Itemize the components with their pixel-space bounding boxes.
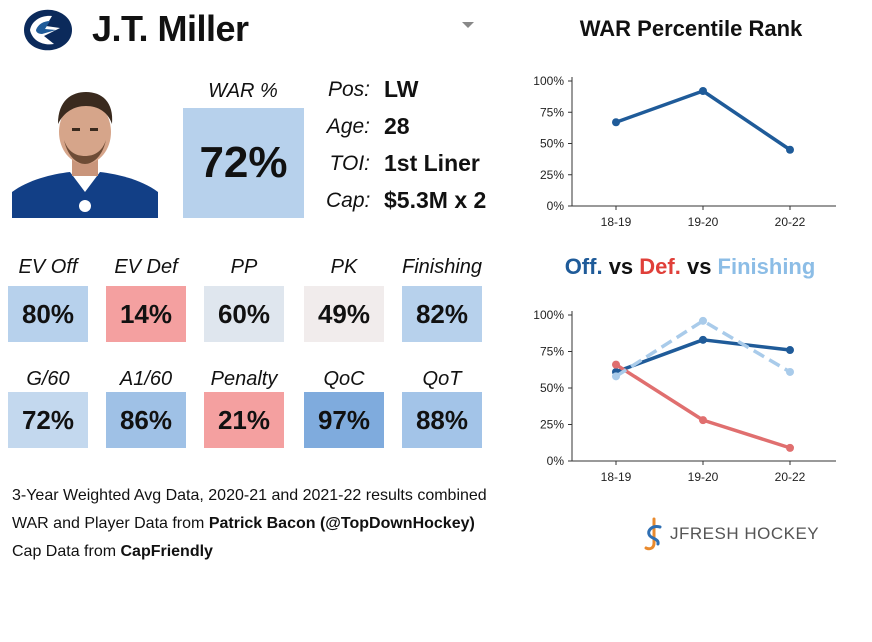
chart2-series-line-finishing [615,319,791,378]
war-label: WAR % [208,80,278,102]
chart2-x-tick-label: 19-20 [688,470,719,484]
stat-label-penalty: Penalty [210,368,278,390]
off-def-finishing-chart: 0% 25% 50% 75% 100% 18-19 19-20 20-22 [533,308,836,484]
chart2-point-def [699,416,707,425]
footer-line-3-prefix: Cap Data from [12,543,121,560]
chart2-point-finishing [612,372,620,381]
stat-value-a160: 86% [119,404,173,435]
stat-label-ev-off: EV Off [18,256,78,278]
stat-box-finishing: 82% [402,286,482,342]
chart1-title: WAR Percentile Rank [579,16,803,41]
chart2-title-def: Def. [639,254,681,279]
info-value-toi: 1st Liner [384,150,480,176]
chart1-x-tick-label: 18-19 [601,215,632,229]
stat-label-pp: PP [230,256,258,278]
war-value: 72% [199,138,288,187]
stat-value-finishing: 82% [415,298,469,329]
chart2-series-line-def [615,363,791,450]
chart2-title-vs1: vs [602,254,640,279]
chart1-x-tick-label: 20-22 [775,215,806,229]
chart1-y-tick-label: 50% [540,137,564,151]
stat-box-pk: 49% [304,286,384,342]
chart1-x-tick-label: 19-20 [688,215,719,229]
stat-label-qoc: QoC [323,368,365,390]
chart2-title: Off. vs Def. vs Finishing [520,254,860,280]
stat-value-qoc: 97% [317,404,371,435]
stat-box-pp: 60% [204,286,284,342]
chart2-y-tick-label: 100% [533,308,564,322]
player-name: J.T. Miller [92,8,249,49]
stat-label-pk: PK [330,256,358,278]
chart2-title-vs2: vs [680,254,718,279]
dropdown-caret-icon[interactable] [462,22,474,28]
chart2-x-tick-label: 20-22 [775,470,806,484]
stat-box-g60: 72% [8,392,88,448]
chart1-series-line-war [615,89,791,152]
chart2-y-tick-label: 75% [540,345,564,359]
stat-value-pk: 49% [317,298,371,329]
stat-value-g60: 72% [21,404,75,435]
chart2-x-tick-label: 18-19 [601,470,632,484]
info-label-cap: Cap: [326,189,371,212]
jfresh-logo-icon [644,517,662,551]
stat-label-finishing: Finishing [402,256,483,278]
chart2-title-finishing: Finishing [717,254,816,279]
stat-label-qot: QoT [422,368,462,390]
stat-value-qot: 88% [415,404,469,435]
canucks-logo [20,6,74,52]
chart2-point-finishing [699,316,707,325]
chart2-y-tick-label: 50% [540,381,564,395]
chart1-point-war [699,87,707,95]
war-percentile-chart: 0% 25% 50% 75% 100% 18-19 19-20 20-22 [533,74,836,229]
stat-box-penalty: 21% [204,392,284,448]
stat-label-ev-def: EV Def [114,256,178,278]
chart1-point-war [786,145,794,154]
stat-label-g60: G/60 [26,368,70,390]
info-value-pos: LW [384,76,419,102]
footer-line-3: Cap Data from CapFriendly [12,543,213,561]
chart1-y-tick-label: 100% [533,74,564,88]
chart2-title-off: Off. [564,254,603,279]
chart2-point-def [612,360,620,369]
info-label-toi: TOI: [329,152,370,175]
stat-value-ev-off: 80% [21,298,75,329]
footer-line-2: WAR and Player Data from Patrick Bacon (… [12,515,475,533]
brand-text: JFRESH HOCKEY [670,524,820,543]
player-photo [12,80,158,218]
footer-line-1: 3-Year Weighted Avg Data, 2020-21 and 20… [12,487,487,504]
stat-box-a160: 86% [106,392,186,448]
chart2-point-finishing [786,367,794,376]
info-value-age: 28 [384,113,410,139]
chart2-point-off [786,346,794,355]
stat-label-a160: A1/60 [119,368,173,390]
brand: JFRESH HOCKEY [642,517,819,551]
chart2-y-tick-label: 0% [547,454,565,468]
stat-box-qot: 88% [402,392,482,448]
footer-line-2-prefix: WAR and Player Data from [12,515,209,532]
chart1-y-tick-label: 25% [540,168,564,182]
info-value-cap: $5.3M x 2 [384,187,487,213]
chart1-y-tick-label: 0% [547,199,565,213]
stat-box-ev-def: 14% [106,286,186,342]
chart1-point-war [612,118,620,127]
war-value-box: 72% [183,108,304,218]
stat-value-ev-def: 14% [119,298,173,329]
chart2-point-def [786,443,794,452]
info-label-pos: Pos: [327,78,370,101]
stat-box-ev-off: 80% [8,286,88,342]
stat-box-qoc: 97% [304,392,384,448]
chart1-y-tick-label: 75% [540,105,564,119]
stat-value-penalty: 21% [217,404,271,435]
footer-line-3-source: CapFriendly [120,543,213,560]
stat-value-pp: 60% [217,298,271,329]
chart2-y-tick-label: 25% [540,418,564,432]
footer-line-2-source: Patrick Bacon (@TopDownHockey) [208,515,475,532]
chart2-point-off [699,335,707,344]
info-label-age: Age: [326,115,370,138]
